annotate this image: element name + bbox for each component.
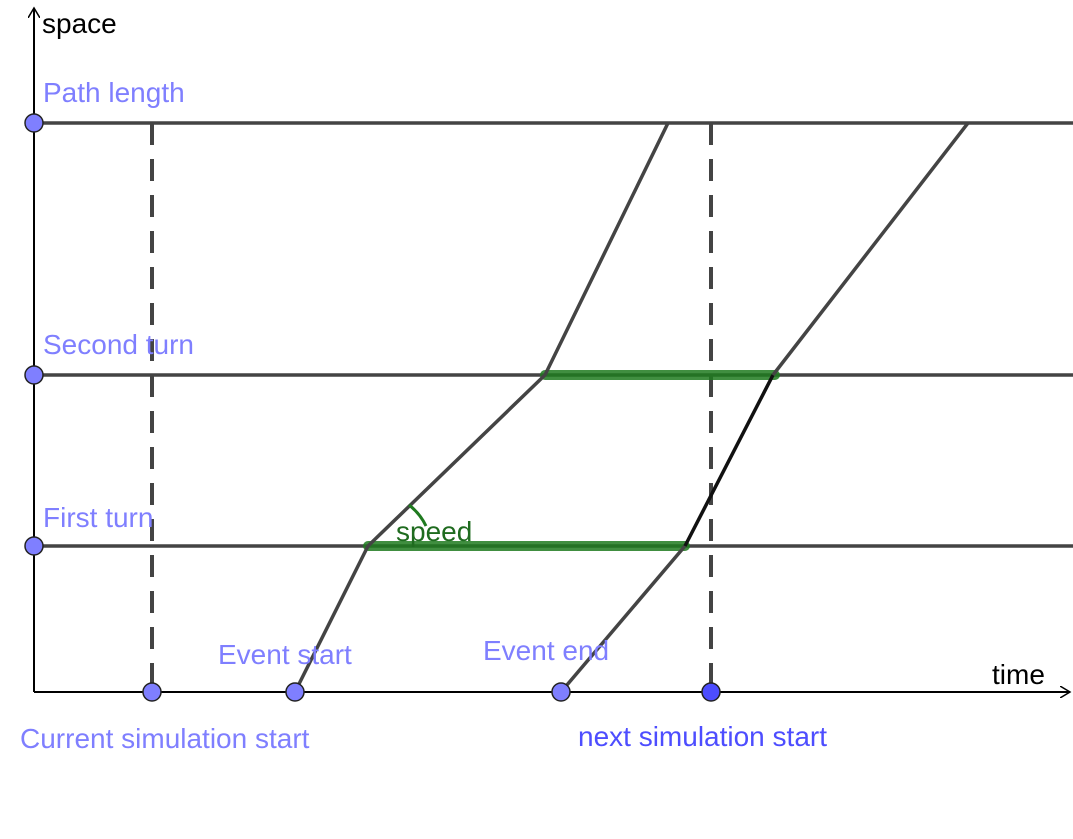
second-turn-label: Second turn: [43, 329, 194, 360]
second-turn-point: [24, 365, 44, 385]
first-turn-point: [24, 536, 44, 556]
y-axis-label: space: [42, 8, 117, 39]
current-simulation-start-point: [142, 682, 162, 702]
path-length-point: [24, 113, 44, 133]
trajectory-2-top-segment: [771, 121, 970, 377]
event-end-label: Event end: [483, 635, 609, 666]
x-axis-label: time: [992, 659, 1045, 690]
next-simulation-start-label: next simulation start: [578, 721, 827, 752]
trajectory-2-shifted-segment: [683, 374, 775, 547]
current-simulation-start-label: Current simulation start: [20, 723, 310, 754]
first-turn-label: First turn: [43, 502, 153, 533]
next-simulation-start-point: [701, 682, 721, 702]
trajectory-1: [293, 122, 670, 693]
event-start-point: [285, 682, 305, 702]
trajectory-2: [559, 544, 687, 694]
speed-angle-arc: [408, 503, 428, 527]
speed-label: speed: [396, 516, 472, 547]
path-length-label: Path length: [43, 77, 185, 108]
event-start-label: Event start: [218, 639, 352, 670]
event-end-point: [551, 682, 571, 702]
